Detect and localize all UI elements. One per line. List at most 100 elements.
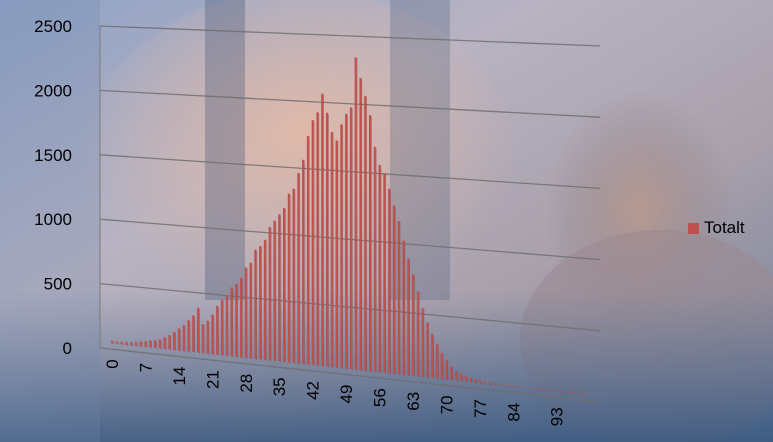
- bar: [507, 385, 510, 387]
- bar-shade: [208, 321, 210, 355]
- bar-shade: [347, 114, 348, 370]
- bar-series-totalt: [110, 57, 587, 396]
- x-tick-label: 35: [270, 377, 289, 396]
- y-axis-ticks: 0 500 1000 1500 2000 2500: [34, 17, 72, 358]
- bar: [445, 360, 448, 380]
- bar-shade: [117, 342, 119, 345]
- bar: [182, 324, 185, 352]
- bar: [407, 258, 410, 376]
- bar-shade: [342, 125, 344, 370]
- bar: [521, 386, 524, 388]
- bar-shade: [375, 147, 377, 373]
- bar-shade: [323, 94, 324, 367]
- bar: [435, 343, 438, 379]
- bar-shade: [380, 165, 382, 374]
- bar: [168, 335, 171, 350]
- bar-shade: [385, 174, 387, 374]
- bar: [454, 370, 458, 381]
- bar: [321, 93, 324, 366]
- bar-shade: [170, 336, 172, 351]
- bar: [416, 291, 419, 377]
- bar: [335, 140, 338, 368]
- bar-shade: [232, 288, 234, 358]
- bar: [196, 307, 200, 353]
- bar: [130, 342, 133, 346]
- bar: [464, 375, 467, 382]
- bar-shade: [485, 382, 487, 385]
- bar: [110, 340, 114, 344]
- bar: [211, 314, 214, 355]
- x-tick-label: 70: [437, 395, 456, 414]
- bar: [325, 112, 329, 367]
- bar: [550, 389, 553, 391]
- bar-shade: [523, 387, 525, 389]
- bar-shade: [423, 309, 425, 378]
- bar: [139, 341, 142, 347]
- bar-shade: [461, 374, 463, 382]
- bar-shade: [399, 221, 401, 376]
- x-tick-label: 56: [371, 388, 390, 407]
- bar-shade: [528, 388, 530, 390]
- bar-shade: [566, 392, 568, 394]
- bar: [115, 341, 118, 344]
- legend: Totalt: [688, 218, 745, 238]
- bar-shade: [571, 392, 573, 394]
- bar: [225, 296, 228, 356]
- bar-shade: [156, 341, 157, 349]
- bar-shade: [351, 108, 353, 371]
- bar: [263, 239, 266, 360]
- bar: [244, 267, 247, 358]
- bar: [545, 389, 548, 391]
- y-tick-label: 500: [44, 275, 72, 294]
- bar-shade: [251, 263, 253, 360]
- x-tick-label: 28: [237, 374, 256, 393]
- bar-shade: [227, 297, 229, 357]
- bar-shade: [586, 394, 587, 396]
- bar: [201, 324, 204, 354]
- bar: [273, 220, 276, 361]
- bar: [292, 188, 295, 363]
- x-tick-label: 63: [404, 392, 423, 411]
- bar-shade: [246, 268, 248, 359]
- legend-swatch: [688, 222, 699, 234]
- bar: [502, 384, 505, 386]
- bar: [569, 391, 572, 393]
- bar-shade: [242, 278, 243, 359]
- bar-shade: [261, 247, 262, 361]
- bar: [249, 262, 252, 359]
- bar: [216, 305, 219, 355]
- bar: [268, 226, 271, 361]
- bar: [354, 57, 357, 370]
- x-tick-label: 42: [304, 381, 323, 400]
- bar: [469, 377, 472, 382]
- y-tick-label: 2500: [34, 17, 72, 36]
- bar: [287, 193, 290, 363]
- bar-shade: [179, 329, 181, 352]
- bar: [187, 320, 190, 352]
- bar: [173, 331, 176, 351]
- bar: [459, 373, 462, 381]
- bar-shade: [476, 380, 477, 384]
- bar: [144, 341, 147, 347]
- bar-shade: [490, 383, 492, 386]
- bar-shade: [146, 342, 148, 348]
- gridline: [99, 347, 601, 403]
- bar: [125, 341, 128, 345]
- bar: [149, 340, 152, 348]
- bar-shade: [318, 113, 320, 367]
- bar-shade: [265, 240, 267, 361]
- bar: [278, 214, 281, 362]
- bar-shade: [199, 308, 200, 354]
- bar-shade: [437, 344, 439, 380]
- bar: [583, 393, 587, 395]
- bar-shade: [452, 367, 453, 381]
- bar: [579, 392, 582, 394]
- bar: [431, 333, 434, 378]
- bar: [497, 383, 501, 386]
- bar: [373, 146, 376, 372]
- x-tick-label: 84: [504, 403, 523, 422]
- bar: [330, 131, 333, 368]
- bar-shade: [418, 292, 420, 378]
- bar-shade: [213, 315, 215, 356]
